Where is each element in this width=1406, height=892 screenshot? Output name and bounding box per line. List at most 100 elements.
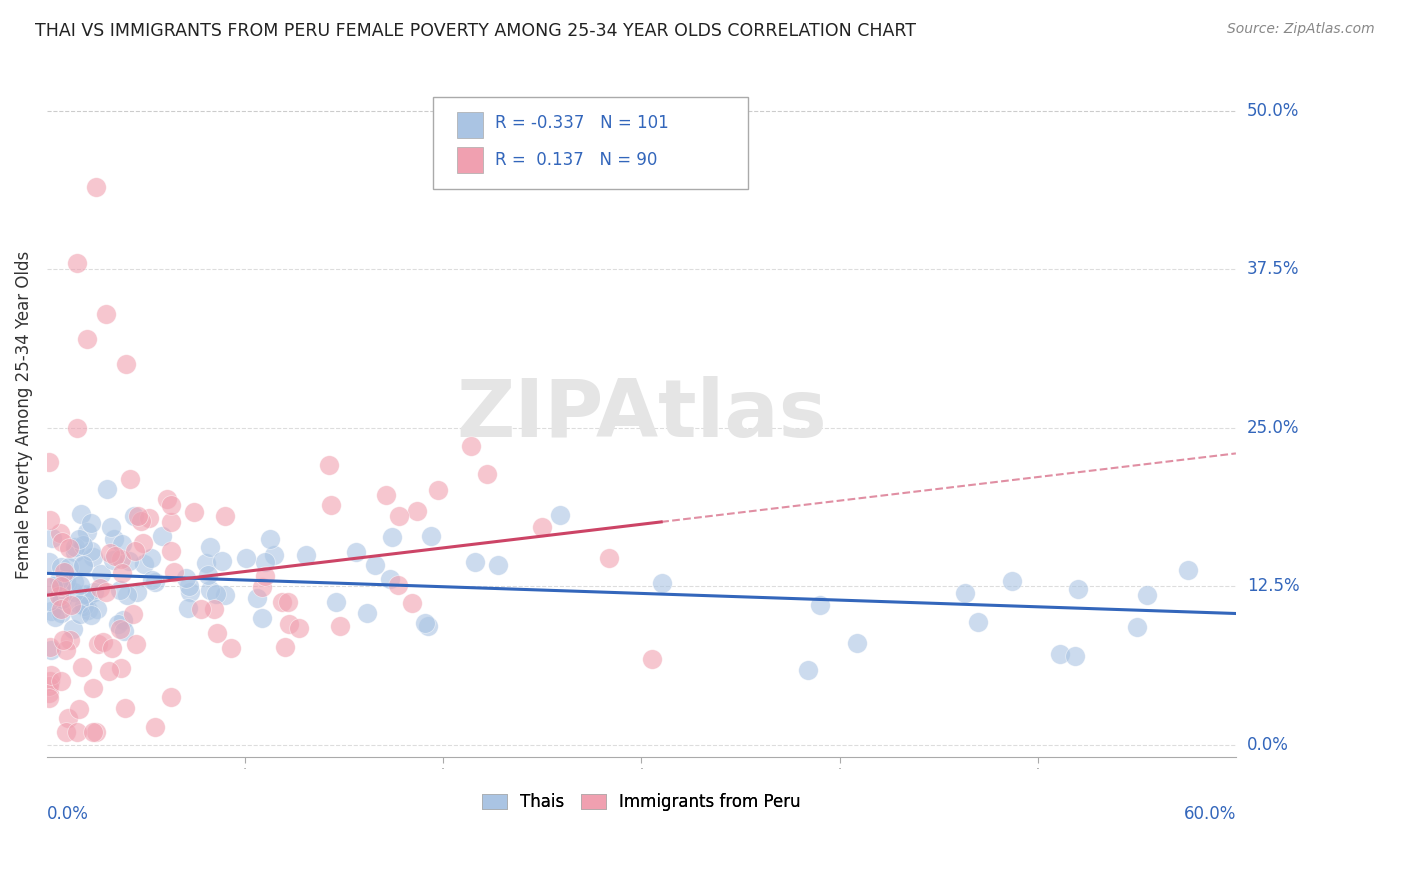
Text: 37.5%: 37.5% [1247,260,1299,278]
Point [329,618,352,632]
Point [250,580,273,594]
Text: 60.0%: 60.0% [1184,805,1236,823]
Point [118,472,141,486]
Point [70,507,93,521]
Point [531,520,554,534]
Point [39,604,62,618]
Point [83,584,105,599]
Point [204,587,226,601]
Point [190,602,212,616]
Point [110,623,132,637]
Point [200,583,222,598]
Point [125,637,148,651]
Point [174,570,197,584]
Point [38,455,60,469]
Point [77,589,100,603]
Point [55,565,77,579]
Point [401,596,423,610]
Point [38,580,60,594]
Point [59,598,82,612]
Point [72,558,94,573]
Point [122,607,145,622]
Point [86,601,108,615]
Point [548,508,571,522]
Point [70,659,93,673]
Y-axis label: Female Poverty Among 25-34 Year Olds: Female Poverty Among 25-34 Year Olds [15,251,32,579]
Point [110,661,132,675]
Point [143,575,166,590]
Point [252,611,274,625]
Point [246,591,269,606]
Point [464,555,486,569]
Point [274,640,297,655]
Point [141,573,163,587]
Point [288,622,311,636]
Point [159,515,181,529]
Point [179,585,201,599]
Point [103,532,125,546]
Text: Source: ZipAtlas.com: Source: ZipAtlas.com [1227,22,1375,37]
Point [150,529,173,543]
Point [112,624,135,638]
Point [49,525,72,540]
Point [56,711,79,725]
Point [124,544,146,558]
Point [89,581,111,595]
Point [38,594,60,608]
Point [76,332,98,346]
Point [295,548,318,562]
Point [67,702,90,716]
Point [38,686,60,700]
Point [426,483,449,498]
Point [82,549,104,564]
Point [39,668,62,682]
Point [325,595,347,609]
Point [598,551,620,566]
Point [143,720,166,734]
Point [1049,647,1071,661]
Point [253,568,276,582]
Point [115,358,138,372]
Point [405,503,427,517]
Point [67,532,90,546]
Point [58,559,80,574]
FancyBboxPatch shape [457,147,484,173]
Point [87,637,110,651]
Point [278,616,301,631]
Point [44,610,66,624]
Point [96,483,118,497]
Point [378,572,401,586]
Point [110,582,132,597]
Point [205,626,228,640]
Point [271,595,294,609]
Point [413,615,436,630]
Text: ZIPAtlas: ZIPAtlas [456,376,827,454]
Point [235,551,257,566]
Point [104,549,127,563]
Point [1067,582,1090,596]
Point [80,607,103,622]
Point [82,681,104,696]
Point [48,590,70,604]
Point [65,545,87,559]
Point [1001,574,1024,589]
Point [63,585,86,599]
Point [177,601,200,615]
Point [55,642,77,657]
Point [139,551,162,566]
Legend: Thais, Immigrants from Peru: Thais, Immigrants from Peru [475,786,807,817]
Point [72,538,94,552]
Point [63,540,86,554]
Point [387,578,409,592]
Point [80,516,103,531]
Point [1063,648,1085,663]
Point [641,652,664,666]
Point [277,595,299,609]
Point [418,618,440,632]
Point [41,532,63,546]
Point [363,558,385,573]
Point [1126,620,1149,634]
Point [160,690,183,704]
Point [51,535,73,549]
Point [56,578,79,592]
